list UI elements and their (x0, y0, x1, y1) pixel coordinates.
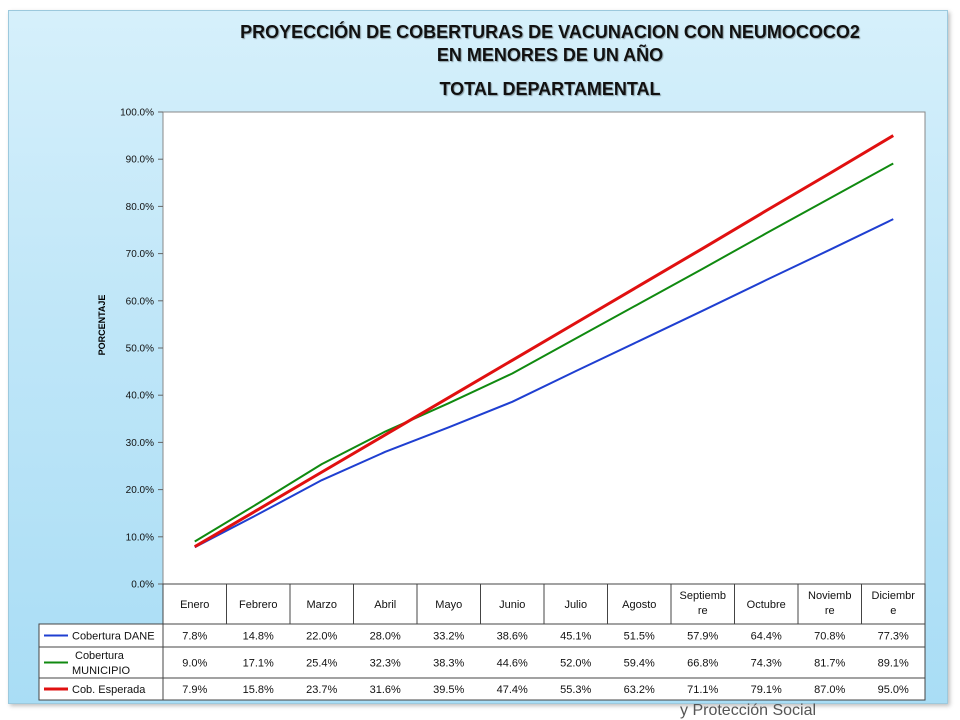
x-category-label: Agosto (622, 599, 656, 611)
plot-area (162, 111, 926, 585)
data-label: 55.3% (560, 684, 591, 696)
legend-label: Cobertura DANE (72, 631, 155, 643)
x-category-label: Abril (374, 599, 396, 611)
x-category-label: Octubre (747, 599, 786, 611)
y-tick-label: 40.0% (126, 391, 154, 402)
y-axis-label: PORCENTAJE (97, 295, 107, 356)
legend-label: Cob. Esperada (72, 684, 146, 696)
data-label: 89.1% (878, 658, 909, 670)
data-label: 74.3% (751, 658, 782, 670)
data-label: 79.1% (751, 684, 782, 696)
x-category-label: Septiemb re (680, 590, 726, 617)
data-label: 31.6% (370, 684, 401, 696)
data-label: 70.8% (814, 631, 845, 643)
data-label: 87.0% (814, 684, 845, 696)
data-label: 7.9% (182, 684, 207, 696)
data-label: 22.0% (306, 631, 337, 643)
table-row (38, 677, 926, 701)
y-tick-label: 60.0% (126, 296, 154, 307)
y-tick-label: 80.0% (126, 202, 154, 213)
data-label: 38.6% (497, 631, 528, 643)
table-row (38, 623, 926, 648)
x-category-label: Mayo (435, 599, 462, 611)
data-label: 25.4% (306, 658, 337, 670)
x-category-label: Marzo (306, 599, 337, 611)
data-label: 95.0% (878, 684, 909, 696)
data-label: 7.8% (182, 631, 207, 643)
data-label: 81.7% (814, 658, 845, 670)
data-label: 28.0% (370, 631, 401, 643)
data-label: 51.5% (624, 631, 655, 643)
data-label: 23.7% (306, 684, 337, 696)
table-row (38, 646, 926, 679)
data-label: 66.8% (687, 658, 718, 670)
series-line-2 (194, 162, 894, 543)
data-label: 14.8% (243, 631, 274, 643)
footer-text-partial: y Protección Social (680, 702, 817, 719)
legend-label: Cobertura MUNICIPIO (72, 650, 131, 677)
y-tick-label: 30.0% (126, 438, 154, 449)
data-label: 59.4% (624, 658, 655, 670)
data-label: 9.0% (182, 658, 207, 670)
chart-title-line-3: TOTAL DEPARTAMENTAL (439, 79, 661, 99)
y-tick-label: 100.0% (120, 108, 154, 119)
data-label: 17.1% (243, 658, 274, 670)
y-tick-label: 20.0% (126, 485, 154, 496)
y-tick-label: 50.0% (126, 344, 154, 355)
data-label: 32.3% (370, 658, 401, 670)
series-line-3 (193, 134, 895, 549)
data-label: 52.0% (560, 658, 591, 670)
x-category-label: Noviemb re (808, 590, 851, 617)
data-label: 33.2% (433, 631, 464, 643)
data-label: 64.4% (751, 631, 782, 643)
data-label: 47.4% (497, 684, 528, 696)
y-tick-label: 70.0% (126, 249, 154, 260)
x-category-label: Diciembr e (872, 590, 916, 617)
data-label: 45.1% (560, 631, 591, 643)
data-label: 15.8% (243, 684, 274, 696)
y-tick-label: 90.0% (126, 155, 154, 166)
data-label: 77.3% (878, 631, 909, 643)
y-tick-label: 10.0% (126, 532, 154, 543)
chart-title-line-1: PROYECCIÓN DE COBERTURAS DE VACUNACION C… (240, 22, 860, 42)
x-category-label: Enero (180, 599, 209, 611)
x-category-label: Febrero (239, 599, 278, 611)
data-label: 39.5% (433, 684, 464, 696)
series-line-1 (194, 218, 894, 549)
x-category-label: Julio (564, 599, 587, 611)
x-category-label: Junio (499, 599, 525, 611)
chart-title-line-2: EN MENORES DE UN AÑO (436, 45, 664, 65)
data-label: 38.3% (433, 658, 464, 670)
y-tick-label: 0.0% (131, 580, 154, 591)
data-label: 44.6% (497, 658, 528, 670)
data-label: 71.1% (687, 684, 718, 696)
data-label: 63.2% (624, 684, 655, 696)
data-label: 57.9% (687, 631, 718, 643)
